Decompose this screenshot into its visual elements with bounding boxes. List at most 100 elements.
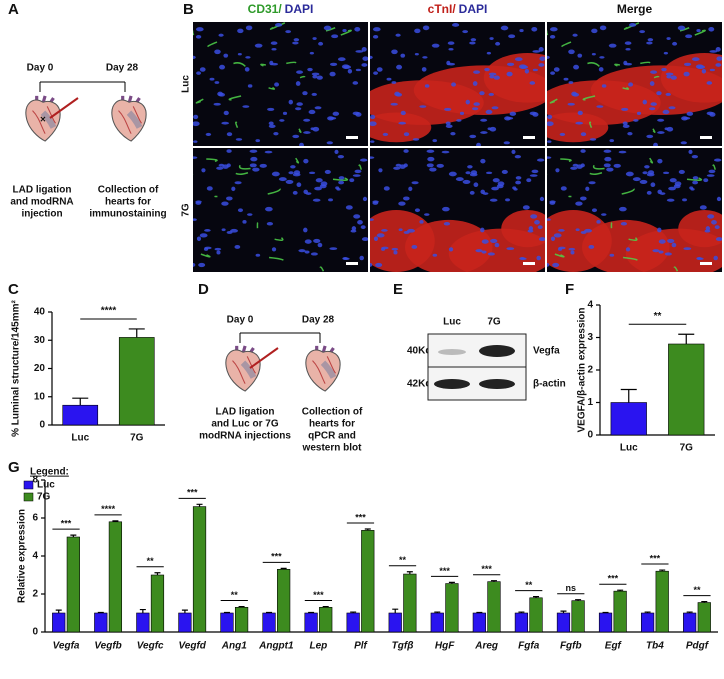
nucleus: [328, 198, 333, 202]
nucleus: [193, 262, 196, 267]
nucleus: [414, 52, 419, 56]
nucleus: [511, 149, 516, 155]
nucleus: [424, 213, 430, 216]
vessel: [207, 41, 218, 48]
nucleus: [577, 110, 583, 116]
nucleus: [623, 60, 628, 66]
nucleus: [489, 75, 495, 79]
nucleus: [442, 206, 450, 212]
vessel: [269, 256, 284, 261]
caption: hearts for: [105, 197, 151, 208]
nucleus: [599, 25, 607, 31]
y-tick-label: 2: [587, 365, 593, 376]
nucleus: [412, 138, 420, 141]
x-tick-label: Plf: [354, 641, 368, 652]
vessel: [547, 30, 549, 36]
nucleus: [480, 158, 486, 164]
nucleus: [193, 218, 197, 221]
header-part: cTnI/: [428, 2, 457, 16]
nucleus: [247, 213, 253, 216]
vessel: [623, 256, 638, 261]
nucleus: [242, 105, 250, 108]
nucleus: [214, 247, 222, 251]
nucleus: [683, 71, 690, 77]
nucleus: [628, 82, 634, 87]
nucleus: [506, 71, 513, 77]
nucleus: [690, 187, 695, 191]
nucleus: [249, 149, 258, 153]
nucleus: [252, 167, 260, 172]
nucleus: [295, 81, 301, 86]
bar: [598, 612, 613, 633]
nucleus: [609, 139, 615, 143]
nucleus: [707, 214, 715, 219]
nucleus: [268, 121, 274, 126]
nucleus: [419, 220, 424, 224]
error-bar: [112, 520, 119, 522]
nucleus: [462, 179, 471, 184]
tissue: [483, 53, 545, 103]
nucleus: [303, 227, 308, 233]
nucleus: [444, 107, 452, 111]
nucleus: [467, 165, 473, 169]
nucleus: [226, 149, 232, 153]
nucleus: [218, 33, 224, 37]
nucleus: [703, 178, 709, 183]
y-tick-label: 0: [32, 627, 38, 638]
nucleus: [221, 121, 230, 125]
nucleus: [715, 47, 721, 52]
nucleus: [370, 218, 374, 221]
bar: [514, 612, 529, 633]
protein-label: β-actin: [533, 379, 566, 390]
image-bg: [193, 22, 368, 146]
error-bar: [392, 608, 399, 613]
nucleus: [646, 134, 654, 139]
x-tick-label: Fgfb: [560, 641, 582, 652]
vessel: [235, 121, 239, 128]
nucleus: [567, 102, 575, 106]
nucleus: [218, 163, 225, 167]
nucleus: [373, 236, 379, 241]
error-bar: [617, 589, 624, 592]
vessel: [358, 164, 362, 170]
caption: western blot: [302, 443, 363, 454]
bar: [487, 581, 501, 633]
nucleus: [195, 27, 204, 32]
nucleus: [522, 205, 530, 210]
nucleus: [539, 196, 545, 202]
nucleus: [538, 63, 545, 67]
y-tick-label: 30: [34, 335, 46, 346]
nucleus: [432, 139, 438, 143]
legend-label: 7G: [37, 492, 51, 503]
nucleus: [666, 37, 671, 40]
nucleus: [459, 111, 465, 116]
nucleus: [403, 196, 410, 201]
vessel: [340, 29, 352, 36]
nucleus: [601, 84, 607, 88]
nucleus: [214, 81, 220, 84]
nucleus: [625, 171, 634, 177]
x-tick-label: Vegfa: [53, 641, 80, 652]
nucleus: [532, 68, 538, 72]
legend-swatch: [23, 492, 34, 502]
nucleus: [403, 163, 408, 168]
day-label: Day 0: [227, 315, 254, 326]
nucleus: [370, 114, 376, 120]
nucleus: [231, 186, 236, 192]
nucleus: [336, 187, 341, 191]
scale-bar: [700, 262, 712, 265]
nucleus: [500, 25, 509, 31]
nucleus: [431, 43, 440, 48]
bar: [118, 337, 155, 426]
x-tick-label: Angpt1: [258, 641, 294, 652]
nucleus: [572, 33, 578, 37]
nucleus: [347, 69, 353, 74]
nucleus: [577, 53, 583, 58]
nucleus: [509, 111, 517, 116]
nucleus: [482, 192, 489, 195]
caption: immunostaining: [89, 209, 166, 220]
nucleus: [293, 38, 300, 42]
nucleus: [558, 229, 565, 232]
y-tick-label: 20: [34, 363, 46, 374]
vessel: [673, 266, 679, 272]
